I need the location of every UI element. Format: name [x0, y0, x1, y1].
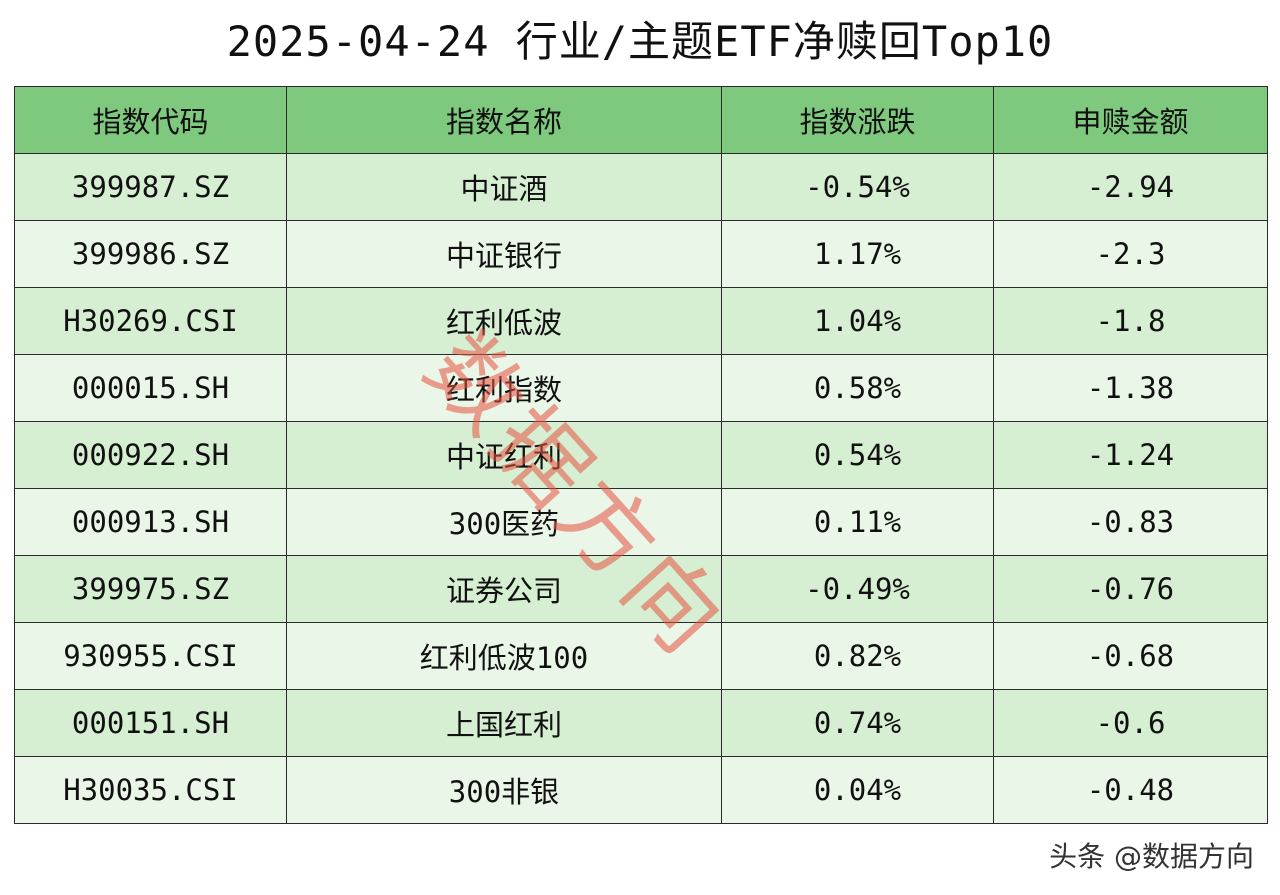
cell-index-code: 000151.SH	[14, 689, 287, 757]
cell-index-change: -0.54%	[721, 153, 994, 221]
header-index-name: 指数名称	[286, 86, 722, 154]
cell-index-change: 0.58%	[721, 354, 994, 422]
cell-index-name: 300非银	[286, 756, 722, 824]
cell-index-change: -0.49%	[721, 555, 994, 623]
cell-index-name: 红利低波	[286, 287, 722, 355]
footer-credit: 头条 @数据方向	[1049, 840, 1254, 873]
header-redemption-amount: 申赎金额	[993, 86, 1268, 154]
cell-index-code: 399975.SZ	[14, 555, 287, 623]
table-row: H30269.CSI 红利低波 1.04% -1.8	[14, 287, 1268, 355]
cell-index-change: 1.17%	[721, 220, 994, 288]
cell-index-code: 000913.SH	[14, 488, 287, 556]
cell-index-change: 0.82%	[721, 622, 994, 690]
cell-index-code: 000922.SH	[14, 421, 287, 489]
table-row: H30035.CSI 300非银 0.04% -0.48	[14, 756, 1268, 824]
cell-index-name: 中证酒	[286, 153, 722, 221]
cell-index-name: 证券公司	[286, 555, 722, 623]
cell-redemption-amount: -0.76	[993, 555, 1268, 623]
table-row: 000015.SH 红利指数 0.58% -1.38	[14, 354, 1268, 422]
etf-redemption-table: 指数代码 指数名称 指数涨跌 申赎金额 399987.SZ 中证酒 -0.54%…	[14, 86, 1268, 824]
cell-index-name: 红利低波100	[286, 622, 722, 690]
table-row: 000151.SH 上国红利 0.74% -0.6	[14, 689, 1268, 757]
cell-index-name: 中证红利	[286, 421, 722, 489]
table-row: 399986.SZ 中证银行 1.17% -2.3	[14, 220, 1268, 288]
cell-redemption-amount: -0.48	[993, 756, 1268, 824]
cell-index-name: 300医药	[286, 488, 722, 556]
cell-index-code: H30269.CSI	[14, 287, 287, 355]
cell-redemption-amount: -2.94	[993, 153, 1268, 221]
cell-index-code: H30035.CSI	[14, 756, 287, 824]
cell-index-code: 399986.SZ	[14, 220, 287, 288]
cell-index-change: 1.04%	[721, 287, 994, 355]
cell-index-code: 000015.SH	[14, 354, 287, 422]
table-row: 000913.SH 300医药 0.11% -0.83	[14, 488, 1268, 556]
cell-index-code: 930955.CSI	[14, 622, 287, 690]
table-row: 399975.SZ 证券公司 -0.49% -0.76	[14, 555, 1268, 623]
cell-redemption-amount: -1.8	[993, 287, 1268, 355]
cell-redemption-amount: -2.3	[993, 220, 1268, 288]
cell-index-name: 中证银行	[286, 220, 722, 288]
cell-index-change: 0.54%	[721, 421, 994, 489]
cell-redemption-amount: -0.6	[993, 689, 1268, 757]
header-index-change: 指数涨跌	[721, 86, 994, 154]
cell-redemption-amount: -0.83	[993, 488, 1268, 556]
table-row: 399987.SZ 中证酒 -0.54% -2.94	[14, 153, 1268, 221]
cell-redemption-amount: -0.68	[993, 622, 1268, 690]
header-index-code: 指数代码	[14, 86, 287, 154]
cell-index-change: 0.74%	[721, 689, 994, 757]
cell-index-name: 红利指数	[286, 354, 722, 422]
cell-index-code: 399987.SZ	[14, 153, 287, 221]
cell-redemption-amount: -1.38	[993, 354, 1268, 422]
table-row: 000922.SH 中证红利 0.54% -1.24	[14, 421, 1268, 489]
cell-index-name: 上国红利	[286, 689, 722, 757]
page-title: 2025-04-24 行业/主题ETF净赎回Top10	[226, 17, 1054, 66]
table-header-row: 指数代码 指数名称 指数涨跌 申赎金额	[14, 86, 1268, 154]
cell-redemption-amount: -1.24	[993, 421, 1268, 489]
cell-index-change: 0.11%	[721, 488, 994, 556]
table-row: 930955.CSI 红利低波100 0.82% -0.68	[14, 622, 1268, 690]
cell-index-change: 0.04%	[721, 756, 994, 824]
